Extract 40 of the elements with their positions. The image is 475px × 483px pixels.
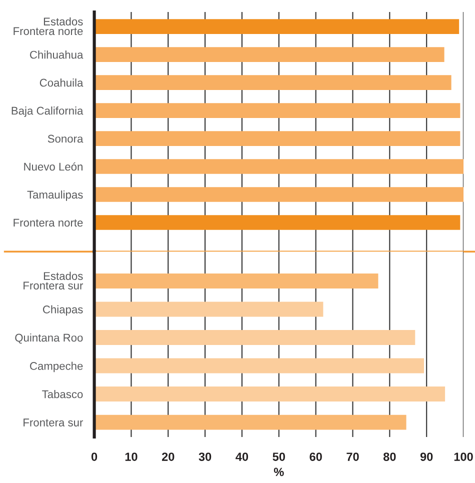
- bar: [94, 103, 460, 118]
- bar: [94, 358, 424, 374]
- bar: [94, 187, 464, 202]
- x-axis-title: %: [274, 468, 284, 476]
- bar: [94, 19, 460, 34]
- bar: [94, 159, 464, 174]
- y-tick-label: Frontera norte: [14, 218, 83, 227]
- y-tick-label: Chihuahua: [30, 50, 84, 59]
- y-tick-label: Campeche: [30, 362, 83, 372]
- y-tick-label: Frontera sur: [24, 418, 84, 426]
- y-tick-label: Coahuila: [40, 78, 84, 87]
- x-tick-label: 10: [125, 452, 138, 461]
- bar: [94, 131, 460, 146]
- y-tick-label: Nuevo León: [24, 162, 82, 171]
- bar: [94, 75, 452, 90]
- x-tick-label: 50: [272, 452, 285, 461]
- x-tick-label: 40: [236, 452, 248, 461]
- y-tick-label: Quintana Roo: [15, 333, 83, 344]
- x-tick-label: 60: [310, 452, 322, 461]
- bar: [94, 274, 378, 288]
- y-tick-label: Baja California: [12, 106, 84, 117]
- bar: [94, 330, 416, 346]
- x-tick-label: 70: [346, 452, 359, 461]
- bar: [94, 215, 460, 230]
- bar: [94, 414, 406, 430]
- y-tick-label: Estados Frontera sur: [24, 272, 84, 290]
- x-tick-label: 80: [383, 452, 396, 461]
- bar: [94, 47, 444, 62]
- x-tick-label: 0: [91, 452, 98, 461]
- bar: [94, 386, 446, 402]
- y-tick-label: Tabasco: [42, 390, 83, 398]
- y-tick-label: Sonora: [48, 134, 84, 143]
- x-tick-label: 90: [420, 452, 433, 461]
- x-tick-label: 20: [162, 452, 174, 461]
- x-tick-label: 100: [454, 452, 473, 461]
- y-tick-label: Chiapas: [42, 305, 83, 316]
- y-tick-label: Estados Frontera norte: [14, 17, 83, 36]
- x-tick-label: 30: [198, 452, 212, 461]
- y-tick-label: Tamaulipas: [27, 190, 83, 201]
- bar: [94, 302, 324, 317]
